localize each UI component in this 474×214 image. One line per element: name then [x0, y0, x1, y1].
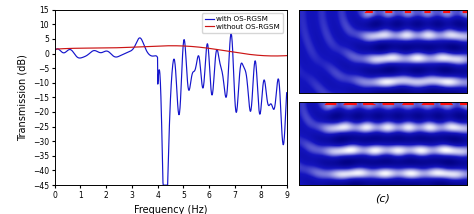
- with OS-RGSM: [253, 60, 258, 62]
- Y-axis label: Transmission (dB): Transmission (dB): [17, 54, 27, 141]
- with OS-RGSM: [112, 56, 118, 58]
- Line: without OS-RGSM: without OS-RGSM: [55, 46, 287, 56]
- without OS-RGSM: [217, 49, 223, 51]
- with OS-RGSM: [52, 50, 57, 52]
- without OS-RGSM: [272, 55, 278, 57]
- without OS-RGSM: [169, 45, 174, 47]
- Legend: with OS-RGSM, without OS-RGSM: with OS-RGSM, without OS-RGSM: [202, 13, 283, 33]
- without OS-RGSM: [284, 54, 290, 57]
- without OS-RGSM: [112, 46, 118, 49]
- without OS-RGSM: [227, 50, 232, 53]
- with OS-RGSM: [160, 184, 166, 186]
- Text: (b): (b): [375, 102, 391, 111]
- with OS-RGSM: [227, 47, 232, 49]
- with OS-RGSM: [228, 32, 234, 35]
- Text: (c): (c): [375, 193, 390, 204]
- with OS-RGSM: [77, 57, 82, 59]
- without OS-RGSM: [151, 45, 156, 48]
- with OS-RGSM: [217, 62, 223, 65]
- without OS-RGSM: [52, 48, 57, 51]
- with OS-RGSM: [284, 91, 290, 94]
- X-axis label: Frequency (Hz): Frequency (Hz): [134, 205, 207, 214]
- without OS-RGSM: [252, 54, 258, 56]
- with OS-RGSM: [151, 55, 156, 57]
- Line: with OS-RGSM: with OS-RGSM: [55, 34, 287, 185]
- without OS-RGSM: [77, 47, 82, 49]
